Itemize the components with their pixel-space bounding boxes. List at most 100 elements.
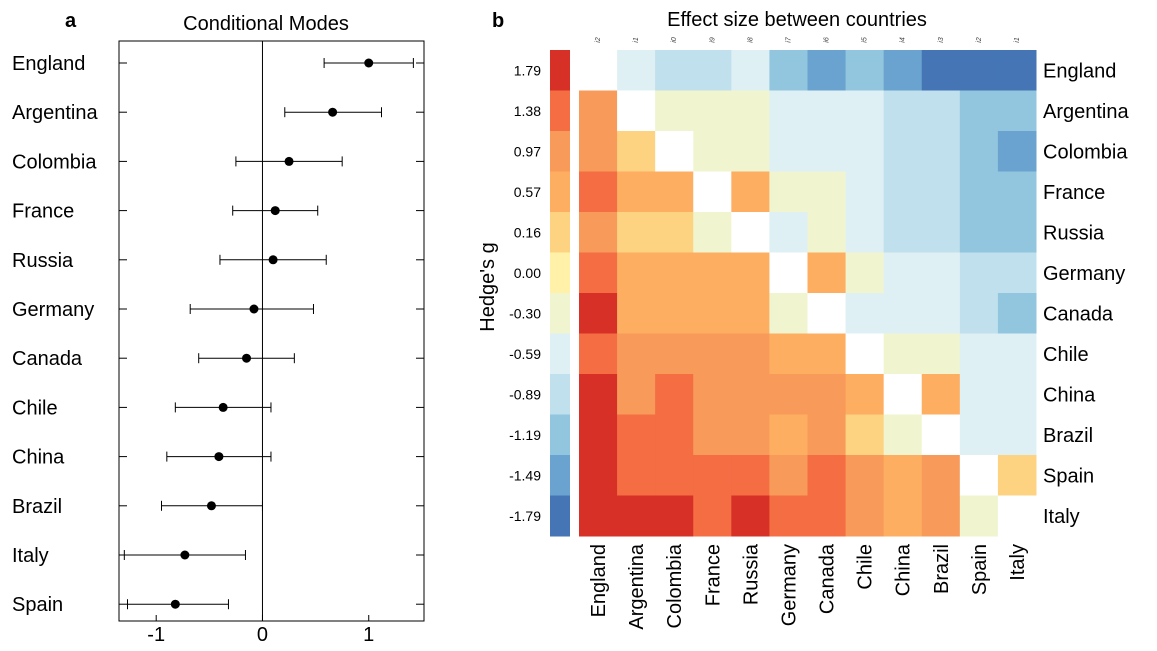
heatmap-cell [655, 50, 694, 91]
country-label: Italy [12, 545, 49, 567]
heatmap-cell [731, 171, 770, 213]
heatmap-cell [579, 495, 618, 537]
heatmap-row-label: Brazil [1043, 425, 1093, 447]
heatmap-cell [921, 131, 961, 172]
heatmap-cell [731, 252, 770, 294]
heatmap-cell [579, 252, 618, 294]
heatmap-cell [731, 131, 770, 172]
heatmap-cell [921, 374, 961, 415]
mode-point [284, 156, 294, 166]
heatmap-cell [617, 212, 656, 253]
heatmap-cell [655, 414, 694, 456]
heatmap-row-label: Germany [1043, 263, 1125, 285]
heatmap-cell [579, 455, 618, 496]
heatmap-cell [655, 293, 694, 334]
heatmap-cell [655, 333, 694, 375]
heatmap-cell [655, 455, 694, 496]
heatmap-cell [693, 90, 732, 132]
country-label: Spain [12, 594, 63, 616]
mode-point [206, 501, 216, 511]
legend-tick-label: -0.89 [509, 386, 541, 402]
heatmap-cell [921, 333, 961, 375]
heatmap-cell [845, 50, 885, 91]
panel-a-x-tick-labels: -1 0 1 [147, 615, 374, 646]
heatmap-cell [997, 455, 1037, 496]
heatmap-col-label: Brazil [931, 544, 953, 594]
heatmap-cell [921, 90, 961, 132]
heatmap-cell [731, 212, 770, 253]
mode-point [242, 353, 252, 363]
heatmap-cell [617, 171, 656, 213]
legend-swatch [550, 495, 570, 537]
mode-point [249, 304, 259, 314]
heatmap-top-index: i7 [786, 36, 793, 43]
heatmap-cell [579, 90, 618, 132]
heatmap-top-index: i6 [824, 37, 831, 43]
heatmap-cell [617, 374, 656, 415]
heatmap-cell [921, 455, 961, 496]
heatmap-col-label: Colombia [664, 543, 686, 628]
heatmap-cell [959, 333, 999, 375]
heatmap-cell [997, 414, 1037, 456]
heatmap-cell [617, 495, 656, 537]
mode-point [214, 452, 224, 462]
heatmap-col-label: Italy [1007, 544, 1029, 581]
heatmap-cell [883, 50, 923, 91]
heatmap-cell [921, 252, 961, 294]
heatmap-cell [731, 374, 770, 415]
heatmap-top-index: i2 [595, 37, 602, 43]
legend-swatch [550, 455, 570, 496]
heatmap-col-label: England [588, 544, 610, 617]
heatmap-cell [731, 333, 770, 375]
heatmap-cell [807, 171, 847, 213]
heatmap-col-label: Russia [740, 543, 762, 605]
heatmap-cell [655, 212, 694, 253]
heatmap-cell [959, 212, 999, 253]
heatmap-cell [959, 252, 999, 294]
legend-swatch [550, 374, 570, 415]
country-label: England [12, 53, 85, 75]
country-label: Brazil [12, 496, 62, 518]
heatmap-cell [769, 495, 808, 537]
heatmap-cell [693, 171, 732, 213]
heatmap-cell [997, 495, 1037, 537]
heatmap-cell [883, 131, 923, 172]
heatmap-cell [997, 50, 1037, 91]
legend-tick-label: 1.79 [514, 62, 541, 78]
heatmap-col-label: Germany [779, 544, 801, 626]
heatmap-cell [769, 212, 808, 253]
heatmap-cell [807, 374, 847, 415]
heatmap-cell [655, 495, 694, 537]
panel-b-letter: b [492, 10, 504, 32]
heatmap-cell [655, 171, 694, 213]
heatmap-cell [731, 495, 770, 537]
heatmap-row-label: France [1043, 182, 1105, 204]
heatmap-cell [883, 374, 923, 415]
heatmap-cell [845, 131, 885, 172]
panel-b-top-index-labels: i2 i1 i0 i9 i8 i7 i6 i5 i4 i3 i2 i1 [595, 36, 1021, 43]
legend-swatch [550, 293, 570, 334]
heatmap-cell [845, 333, 885, 375]
x-tick-label: 1 [363, 624, 374, 646]
heatmap-cell [769, 455, 808, 496]
heatmap-cell [579, 293, 618, 334]
heatmap-cell [617, 414, 656, 456]
heatmap-cell [883, 455, 923, 496]
heatmap-cell [617, 50, 656, 91]
heatmap-cell [997, 90, 1037, 132]
heatmap-cell [693, 374, 732, 415]
panel-a-title: Conditional Modes [183, 13, 349, 35]
heatmap-cell [579, 333, 618, 375]
heatmap-cell [579, 171, 618, 213]
heatmap-cell [997, 131, 1037, 172]
heatmap-row-label: England [1043, 60, 1116, 82]
heatmap-top-index: i0 [671, 37, 678, 43]
panel-b-legend-title: Hedge's g [477, 242, 499, 331]
mode-point [170, 599, 180, 609]
heatmap-cell [769, 374, 808, 415]
heatmap-cell [731, 414, 770, 456]
heatmap-cell [807, 50, 847, 91]
heatmap-cell [693, 414, 732, 456]
heatmap-cell [769, 252, 808, 294]
legend-swatch [550, 171, 570, 213]
